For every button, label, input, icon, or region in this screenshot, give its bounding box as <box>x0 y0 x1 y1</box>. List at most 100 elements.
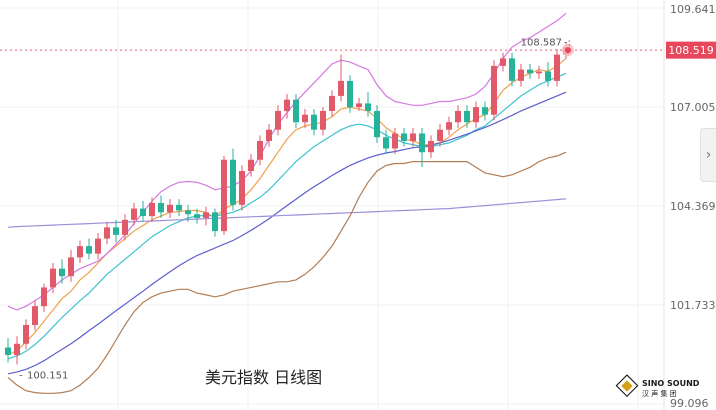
logo-subtext: 汉 声 集 团 <box>642 389 677 398</box>
chart-title: 美元指数 日线图 <box>205 368 322 387</box>
logo-wordmark: SINO SOUND <box>642 379 700 388</box>
candle <box>482 101 488 121</box>
candle-body <box>284 99 290 111</box>
candle-body <box>275 110 281 130</box>
candle-body <box>428 140 434 153</box>
high-annotation: 108.587 <box>521 38 562 49</box>
candle-body <box>347 80 353 108</box>
candle-body <box>383 137 389 149</box>
candle-body <box>554 54 560 81</box>
candle <box>365 92 371 117</box>
current-price-tag: 108.519 <box>666 41 716 59</box>
candle <box>59 259 65 284</box>
candle <box>473 101 479 128</box>
chevron-right-icon[interactable]: › <box>700 128 716 182</box>
candle <box>527 63 533 80</box>
candle-body <box>77 246 83 258</box>
candle <box>410 127 416 147</box>
candle-body <box>212 212 218 232</box>
candle-body <box>194 214 200 218</box>
candle <box>536 65 542 80</box>
candle-body <box>158 202 164 213</box>
candle <box>257 135 263 166</box>
series-line-5 <box>7 12 567 311</box>
candle <box>50 263 56 294</box>
candle <box>356 97 362 111</box>
grid <box>0 0 665 410</box>
candle-body <box>239 171 245 205</box>
candle-body <box>5 347 11 356</box>
candle-body <box>311 114 317 130</box>
candle <box>509 52 515 87</box>
series-line-3 <box>7 91 567 375</box>
candle <box>518 63 524 87</box>
candle-body <box>338 80 344 96</box>
candle-body <box>221 159 227 232</box>
candle <box>14 336 20 365</box>
candle-body <box>32 306 38 325</box>
candle <box>131 202 137 226</box>
candle-body <box>320 110 326 130</box>
candle <box>176 199 182 217</box>
candle <box>185 204 191 222</box>
candle-body <box>329 95 335 111</box>
candle-body <box>86 246 92 254</box>
candle-body <box>23 324 29 344</box>
candle <box>329 90 335 117</box>
candle <box>500 52 506 72</box>
candle-body <box>401 133 407 141</box>
candle-body <box>50 268 56 288</box>
candle-body <box>248 159 254 172</box>
candlesticks <box>5 43 569 365</box>
candle <box>203 206 209 226</box>
candle <box>5 338 11 363</box>
candle-body <box>356 103 362 108</box>
candle <box>41 283 47 312</box>
low-annotation-marker: - <box>19 370 23 381</box>
candle <box>68 249 74 282</box>
candle <box>77 240 83 264</box>
candle <box>122 214 128 241</box>
candle <box>167 199 173 218</box>
candle <box>491 60 497 121</box>
candle <box>293 94 299 128</box>
candle-body <box>419 133 425 153</box>
candle-body <box>149 202 155 217</box>
candle <box>428 135 434 158</box>
candle-body <box>59 268 65 277</box>
low-annotation: 100.151 <box>27 370 68 381</box>
candle <box>383 129 389 155</box>
candle-body <box>68 257 74 277</box>
candle-body <box>374 110 380 138</box>
y-tick-label: 107.005 <box>670 101 716 114</box>
candle-body <box>302 114 308 123</box>
candle <box>104 221 110 245</box>
y-tick-label: 99.096 <box>670 397 709 410</box>
candle <box>266 124 272 147</box>
y-axis: 109.641 107.005 104.369 101.733 99.096 <box>670 3 716 410</box>
candle-body <box>437 129 443 141</box>
candle <box>239 165 245 211</box>
candle-body <box>176 204 182 211</box>
candle <box>401 127 407 147</box>
candle <box>464 105 470 128</box>
candle <box>311 109 317 136</box>
candle-body <box>203 212 209 218</box>
candle <box>140 201 146 222</box>
candle-body <box>491 65 497 115</box>
candle <box>275 105 281 136</box>
candle-body <box>518 69 524 81</box>
candle-body <box>140 208 146 217</box>
candle-body <box>122 219 128 235</box>
candle-body <box>392 133 398 149</box>
current-price-tag-background <box>666 41 716 59</box>
series-line-4 <box>7 198 567 228</box>
candle <box>158 195 164 218</box>
moving-average-lines <box>7 12 567 394</box>
candle <box>338 54 344 102</box>
candle <box>419 127 425 168</box>
candle-body <box>482 107 488 115</box>
candle-body <box>545 71 551 81</box>
candle <box>392 127 398 155</box>
